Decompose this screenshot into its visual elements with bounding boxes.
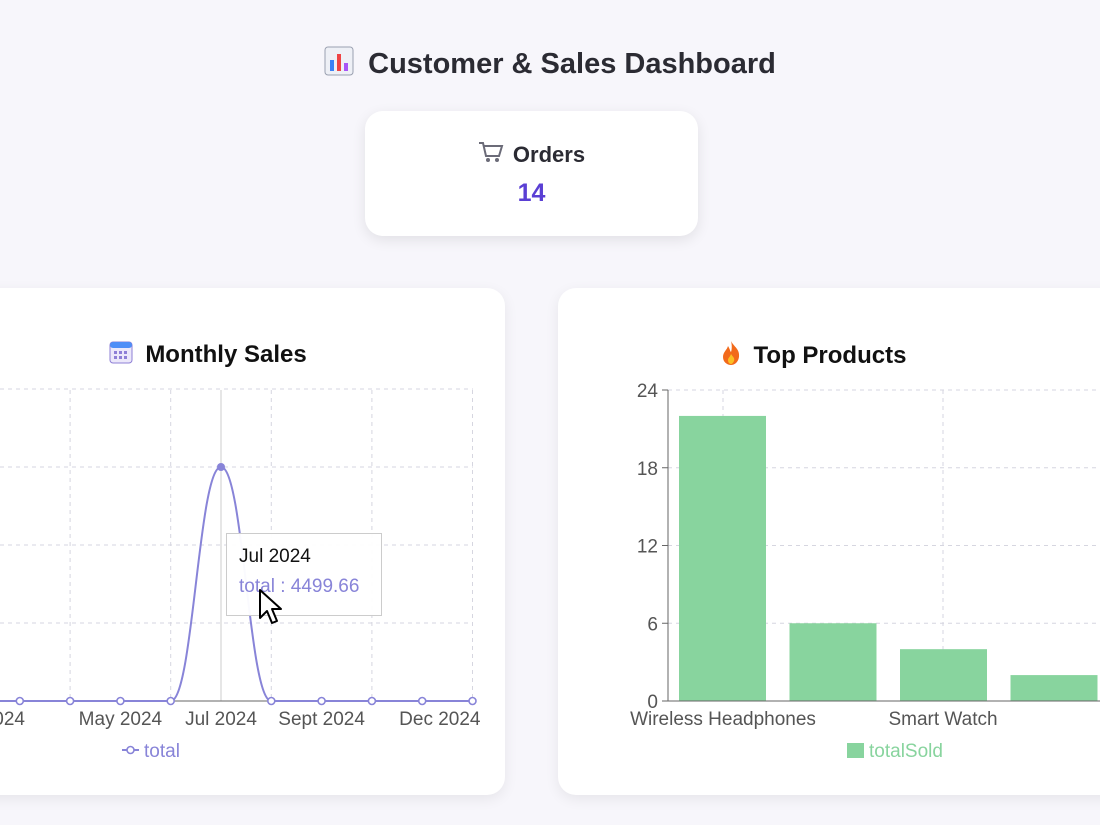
legend-label-totalSold: totalSold (869, 741, 943, 762)
monthly-sales-chart: ar 2024 May 2024 Jul 2024 Sept 2024 Dec 2024… (0, 388, 481, 762)
y-tick-label: 18 (637, 459, 658, 480)
monthly-sales-title: Monthly Sales (145, 341, 307, 368)
legend-label-total: total (144, 741, 180, 762)
x-tick-label: Smart Watch (888, 709, 997, 730)
x-tick-label: Dec 2024 (399, 709, 481, 730)
data-point-Jul 2024 (217, 463, 225, 471)
bar-product-4 (1010, 675, 1098, 701)
x-tick-label: Wireless Headphones (630, 709, 816, 730)
orders-label: Orders (512, 142, 586, 167)
tooltip-series-name: total (239, 576, 275, 597)
y-tick-label: 12 (637, 537, 658, 558)
bar-Wireless Headphones (679, 415, 766, 701)
legend-marker (847, 743, 864, 758)
y-tick-label: 6 (647, 614, 658, 635)
y-tick-label: 0 (647, 692, 658, 713)
cart-icon (478, 141, 504, 169)
data-point-Sept 2024 (317, 696, 326, 706)
page-title-text: Customer & Sales Dashboard (368, 48, 776, 80)
fire-icon (720, 340, 742, 372)
tooltip-series-value: 4499.66 (290, 576, 360, 597)
data-point-Aug 2024 (266, 696, 276, 706)
page-title: Customer & Sales Dashboard (0, 46, 1100, 83)
legend: totalSold (847, 741, 943, 762)
tooltip-value: total : 4499.66 (239, 576, 360, 597)
legend: total (122, 741, 180, 762)
data-point-May 2024 (116, 696, 125, 706)
legend-marker (126, 745, 135, 755)
data-point-Mar 2024 (15, 696, 25, 706)
x-tick-label: May 2024 (79, 709, 163, 730)
data-point-Nov 2024 (417, 696, 427, 706)
data-point-Oct 2024 (367, 696, 377, 706)
top-products-title: Top Products (753, 342, 907, 369)
chart-tooltip: Jul 2024 total : 4499.66 (226, 533, 382, 616)
bar-chart-icon (324, 46, 354, 83)
x-tick-label: Sept 2024 (278, 709, 365, 730)
tooltip-label: Jul 2024 (239, 546, 311, 567)
y-tick-label: 24 (637, 381, 659, 402)
calendar-icon (109, 340, 133, 370)
top-products-chart: 0 6 12 18 24 Wireless Headphones Smart Watch to… (630, 381, 1100, 762)
orders-value: 14 (517, 179, 546, 207)
bar-Smart Watch (900, 649, 987, 701)
x-tick-label: ar 2024 (0, 709, 25, 730)
top-products-card: Top Products 0 6 12 18 24 Wireless Headphones… (558, 288, 1100, 795)
mouse-cursor-icon (258, 588, 284, 631)
data-point-Apr 2024 (65, 696, 75, 706)
x-tick-label: Jul 2024 (185, 709, 257, 730)
data-point-Jun 2024 (166, 696, 175, 706)
data-point-Dec 2024 (468, 696, 477, 706)
bar-product-2 (789, 623, 877, 701)
orders-stat-card: Orders 14 (365, 111, 698, 236)
